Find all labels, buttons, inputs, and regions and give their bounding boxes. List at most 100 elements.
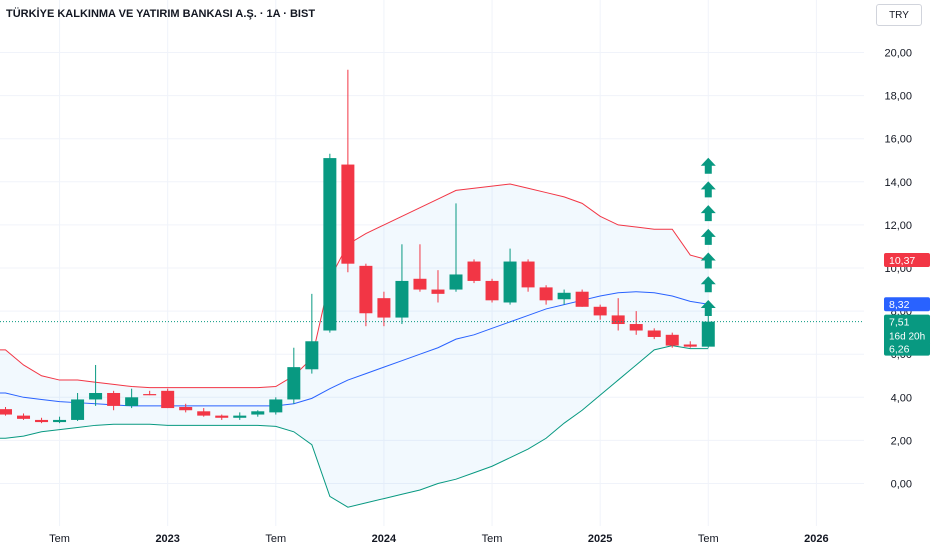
candle	[89, 364, 103, 406]
candle	[35, 417, 49, 424]
y-tick-label: 0,00	[891, 479, 912, 491]
candle	[539, 285, 553, 305]
candle	[323, 153, 337, 333]
candle-body	[305, 341, 319, 370]
x-tick-label: 2026	[804, 533, 828, 545]
price-label-box	[884, 314, 930, 345]
candle-body	[593, 306, 607, 316]
candle	[359, 263, 373, 327]
candle-body	[611, 315, 625, 325]
up-arrow-icon	[700, 299, 716, 316]
candle-body	[359, 265, 373, 314]
candle	[53, 416, 67, 424]
candle-body	[179, 406, 193, 411]
candle	[467, 259, 481, 284]
candle	[305, 293, 319, 374]
currency-button[interactable]: TRY	[876, 4, 922, 26]
candle	[377, 291, 391, 327]
candle	[143, 390, 157, 396]
candle	[71, 392, 85, 422]
x-tick-label: Tem	[698, 533, 719, 545]
price-label-countdown: 16d 20h	[889, 332, 925, 343]
candle-body	[683, 344, 697, 347]
price-label-text: 7,51	[889, 317, 910, 329]
candle	[449, 203, 463, 292]
candle	[395, 244, 409, 325]
candle	[701, 315, 715, 348]
candle-body	[17, 415, 31, 419]
candle-body	[143, 394, 157, 396]
candle-body	[35, 419, 49, 423]
candle-body	[647, 330, 661, 337]
y-tick-label: 4,00	[891, 392, 912, 404]
y-tick-label: 14,00	[884, 177, 912, 189]
price-label-text: 10,37	[889, 255, 915, 267]
symbol-title: TÜRKİYE KALKINMA VE YATIRIM BANKASI A.Ş.…	[6, 8, 316, 20]
price-label-box	[884, 253, 930, 268]
up-arrow-icon	[700, 157, 716, 174]
x-tick-label: Tem	[265, 533, 286, 545]
candle	[665, 332, 679, 348]
candle-body	[575, 291, 589, 307]
candle-body	[107, 392, 121, 406]
candle-body	[413, 278, 427, 290]
candle	[557, 289, 571, 305]
y-tick-label: 20,00	[884, 48, 912, 60]
price-label: 8,32	[884, 297, 930, 312]
price-label: 7,51 16d 20h	[884, 314, 930, 345]
candle-body	[521, 261, 535, 288]
candle	[0, 406, 12, 416]
candle	[629, 311, 643, 335]
candle-body	[665, 334, 679, 346]
lower-band-line	[0, 345, 709, 508]
candle-body	[71, 399, 85, 420]
time-axis: Tem 2023 Tem 2024 Tem 2025 Tem 2026	[49, 533, 828, 545]
candle-body	[161, 390, 175, 409]
up-arrow-icon	[700, 228, 716, 245]
candle-body	[287, 367, 301, 400]
x-tick-label: 2024	[372, 533, 397, 545]
candle	[485, 278, 499, 303]
y-tick-label: 2,00	[891, 435, 912, 447]
candle	[233, 412, 247, 420]
candle-body	[467, 261, 481, 281]
candle-body	[0, 409, 12, 415]
candle-body	[701, 321, 715, 347]
price-axis: 0,002,004,006,008,0010,0012,0014,0016,00…	[884, 48, 912, 491]
x-tick-label: 2023	[155, 533, 179, 545]
candle	[107, 390, 121, 411]
candle	[593, 304, 607, 320]
candle-body	[431, 289, 445, 294]
candle-body	[53, 419, 67, 423]
candle-body	[233, 415, 247, 418]
candle	[521, 259, 535, 292]
candle	[17, 413, 31, 420]
price-label: 10,37	[884, 253, 930, 268]
x-tick-label: Tem	[482, 533, 503, 545]
candle	[647, 328, 661, 340]
candle	[197, 408, 211, 417]
candle-body	[557, 292, 571, 300]
up-arrow-icon	[700, 252, 716, 269]
candle-body	[377, 298, 391, 318]
y-tick-label: 16,00	[884, 134, 912, 146]
candle	[179, 403, 193, 413]
candle-body	[215, 415, 229, 418]
candle-body	[341, 164, 355, 264]
price-label-box	[884, 297, 930, 312]
y-tick-label: 12,00	[884, 220, 912, 232]
candle-body	[629, 324, 643, 331]
candles	[0, 69, 715, 424]
candle-body	[125, 397, 139, 406]
price-label-text: 8,32	[889, 299, 910, 311]
y-tick-label: 18,00	[884, 91, 912, 103]
x-tick-label: 2025	[588, 533, 612, 545]
candle	[575, 289, 589, 307]
candle	[251, 410, 265, 417]
price-label-text: 6,26	[889, 344, 910, 356]
candle	[413, 244, 427, 292]
x-tick-label: Tem	[49, 533, 70, 545]
